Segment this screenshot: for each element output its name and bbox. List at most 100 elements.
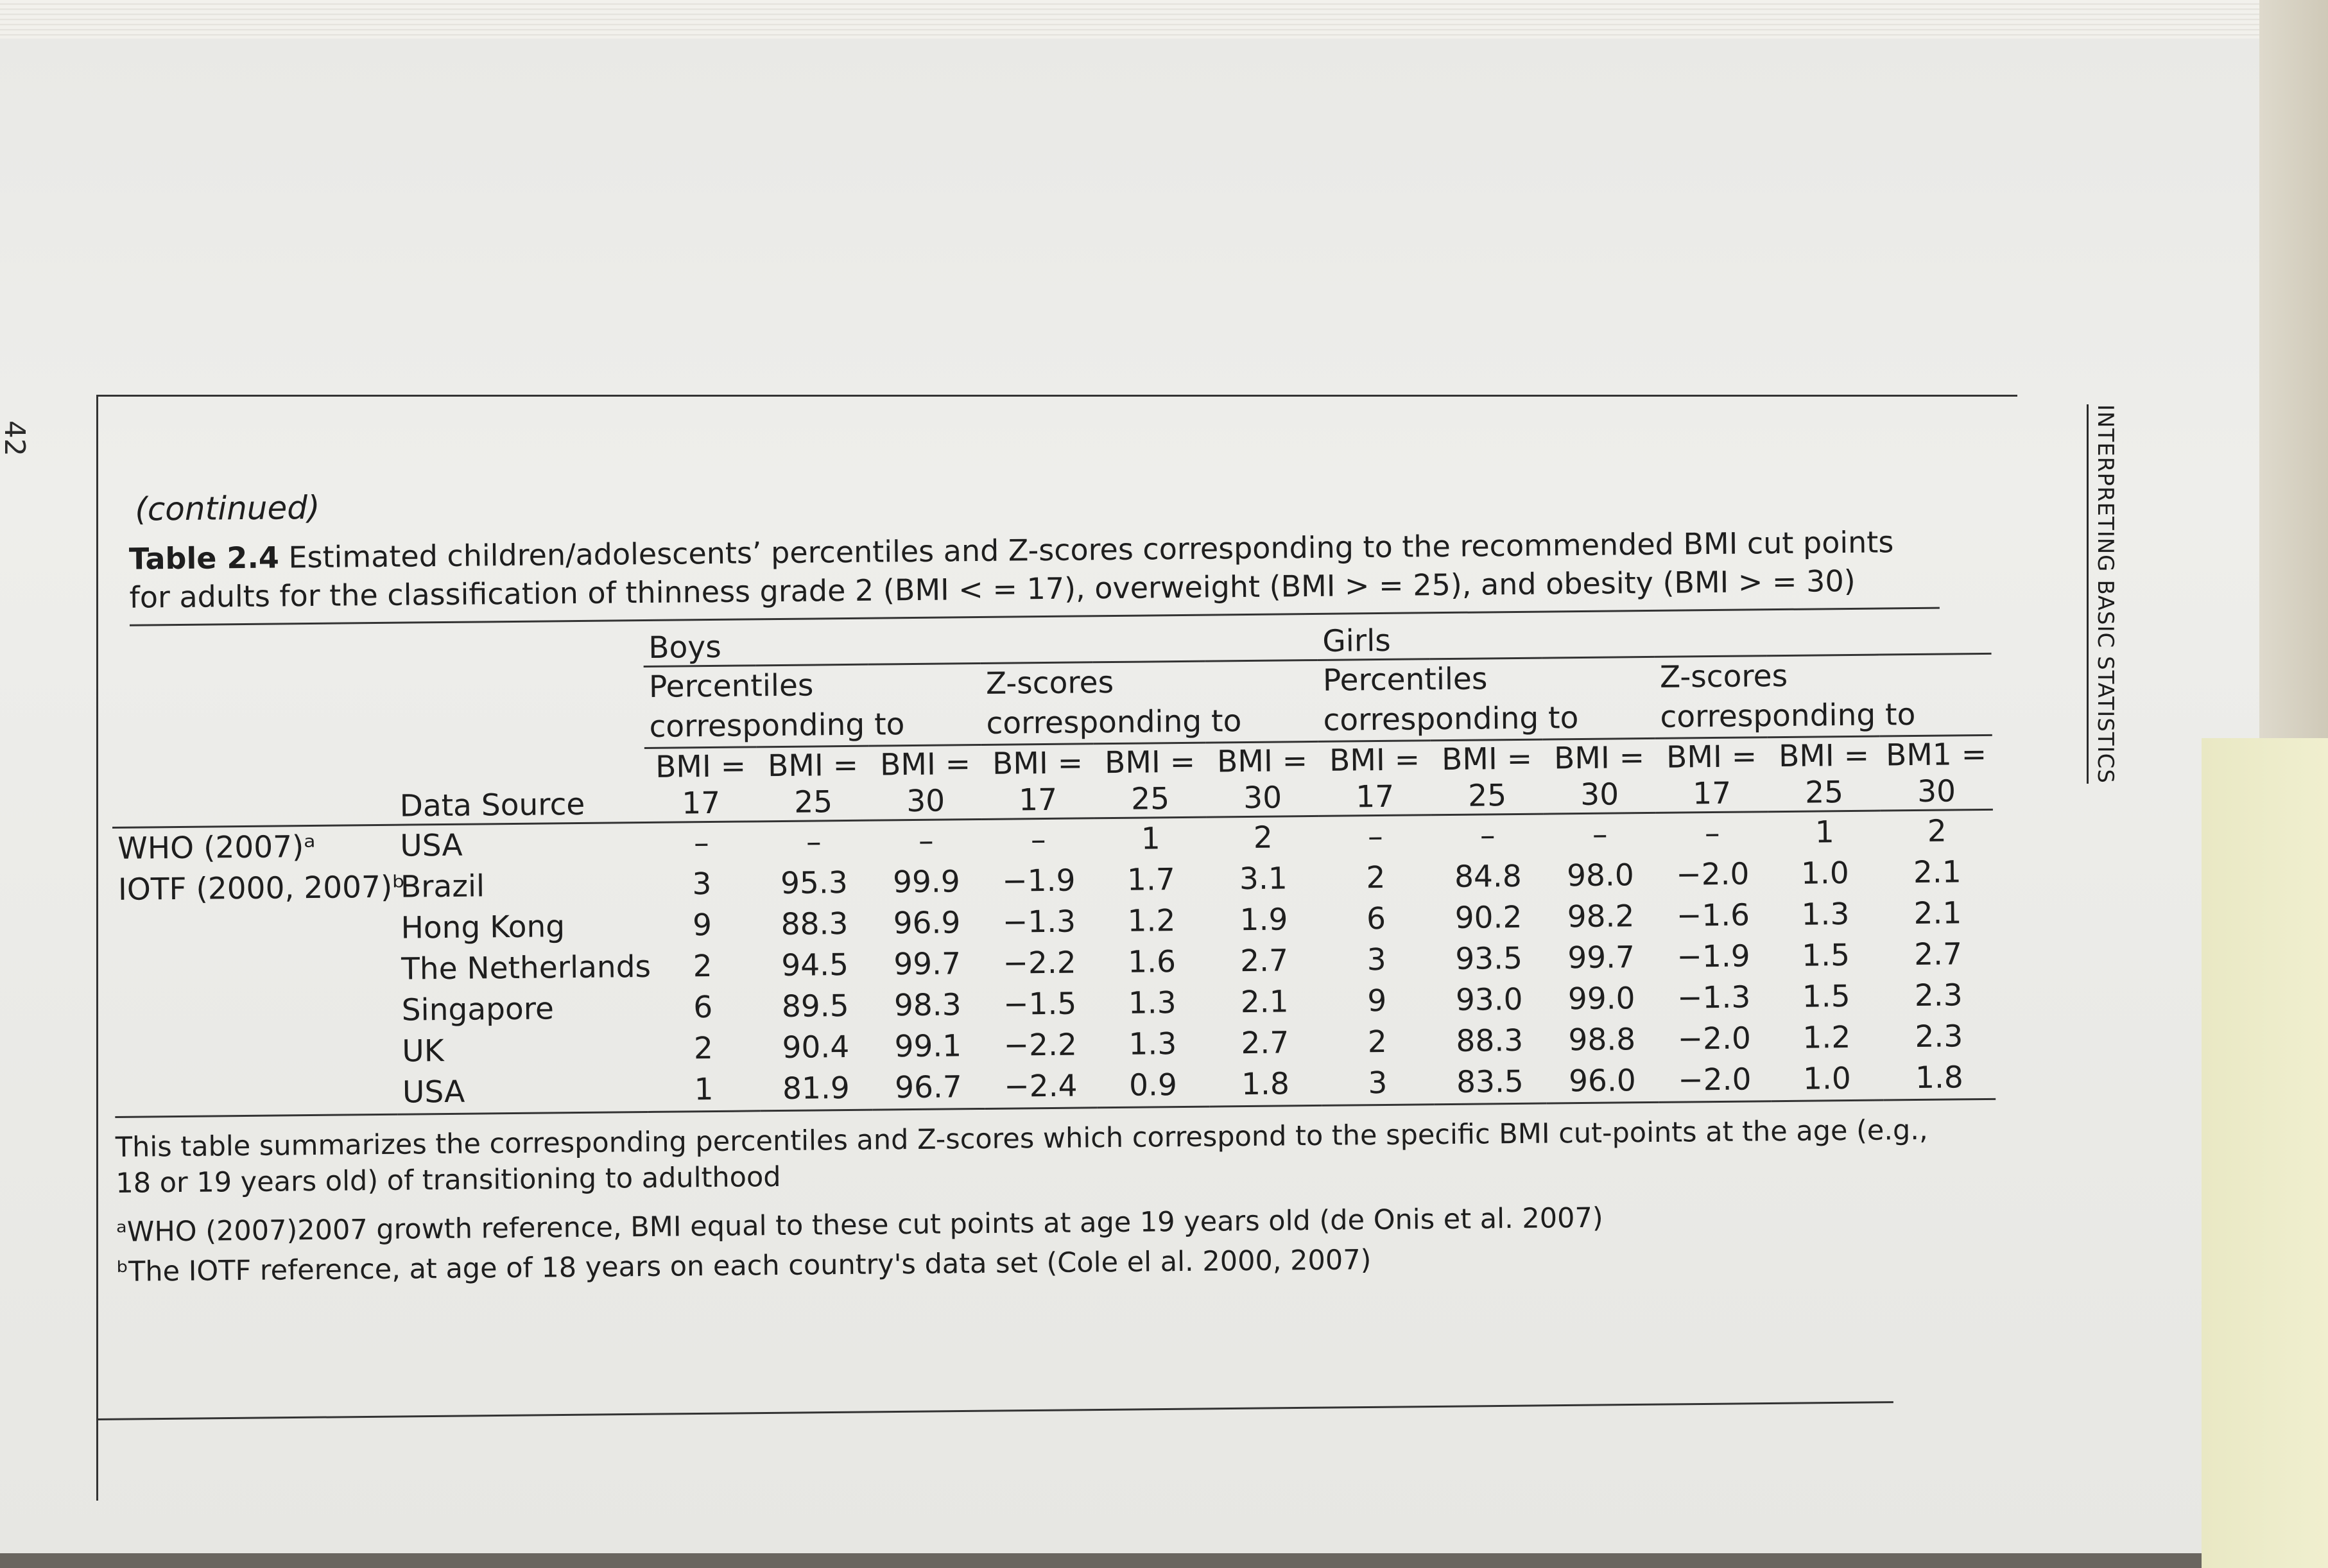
cut-value: 30	[1543, 776, 1656, 814]
value-cell: –	[1030, 822, 1046, 858]
value-cell: 2.3	[1914, 978, 1963, 1014]
value-cell: 2	[1927, 813, 1947, 849]
value-cell: 2.3	[1915, 1019, 1963, 1055]
value-cell: 2	[693, 949, 712, 985]
value-cell: 88.3	[780, 906, 849, 942]
value-cell: 88.3	[1456, 1022, 1524, 1059]
value-cell: 0.9	[1096, 1064, 1210, 1108]
cut-label: BMI =	[655, 748, 746, 785]
cut-value: 25	[1431, 777, 1544, 815]
page-number: 42	[0, 420, 31, 456]
boys-zscores-line-2: corresponding to	[986, 703, 1242, 741]
value-cell: −1.3	[1002, 904, 1076, 940]
data-source-cell: Hong Kong	[401, 909, 565, 946]
value-cell: –	[918, 823, 934, 859]
value-cell: −2.0	[1658, 1059, 1772, 1103]
value-cell: 1.2	[1127, 903, 1176, 939]
value-cell: 2	[1366, 859, 1386, 896]
cut-value: 30	[1880, 773, 1993, 811]
value-cell: −1.9	[1002, 863, 1076, 899]
cut-label: BMI =	[1553, 740, 1645, 777]
boys-header: Boys	[643, 623, 1318, 667]
value-cell: 1	[647, 1069, 761, 1112]
value-cell: −2.2	[1003, 945, 1076, 981]
value-cell: 1.3	[1128, 985, 1177, 1021]
value-cell: 99.0	[1567, 981, 1635, 1017]
cut-value: 30	[869, 782, 982, 821]
flyleaf	[2202, 738, 2328, 1568]
value-cell: 90.4	[782, 1029, 850, 1065]
value-cell: 2.1	[1913, 895, 1962, 932]
value-cell: –	[1704, 815, 1720, 852]
data-source-cell: Singapore	[401, 991, 555, 1028]
boys-zscores-header: Z-scores corresponding to	[980, 660, 1318, 745]
cut-label: BM1 =	[1885, 736, 1987, 773]
girls-zscores-line-2: corresponding to	[1660, 697, 1916, 735]
value-cell: 96.7	[872, 1066, 985, 1110]
value-cell: 1.0	[1770, 1058, 1884, 1101]
cut-value: 25	[1768, 774, 1881, 812]
value-cell: 99.1	[894, 1028, 962, 1065]
value-cell: 1.2	[1802, 1019, 1851, 1056]
reference-cell	[114, 1072, 398, 1117]
reference-cell	[114, 1031, 397, 1075]
running-head: INTERPRETING BASIC STATISTICS	[2087, 404, 2118, 784]
value-cell: 9	[692, 908, 712, 943]
value-cell: 1	[1141, 821, 1160, 857]
value-cell: 84.8	[1454, 858, 1522, 895]
cut-value: 17	[644, 785, 757, 823]
value-cell: 1.8	[1883, 1056, 1996, 1101]
cut-label: BMI =	[1441, 741, 1533, 778]
value-cell: 2	[693, 1031, 714, 1067]
cut-value: 17	[981, 782, 1094, 820]
value-cell: 3	[1367, 942, 1386, 978]
value-cell: 99.7	[893, 946, 961, 983]
value-cell: 2.1	[1240, 984, 1289, 1021]
table-summary-note: This table summarizes the corresponding …	[115, 1114, 1928, 1200]
value-cell: 96.0	[1546, 1060, 1659, 1104]
bmi-table: Boys Girls Percentiles corresponding to …	[110, 617, 1996, 1118]
girls-percentiles-line-1: Percentiles	[1322, 661, 1488, 698]
cut-label: BMI =	[767, 747, 859, 784]
value-cell: 98.8	[1568, 1022, 1636, 1058]
boys-percentiles-line-2: corresponding to	[649, 707, 905, 745]
value-cell: −2.0	[1677, 1021, 1752, 1057]
boys-percentiles-line-1: Percentiles	[648, 668, 814, 705]
value-cell: −1.6	[1676, 897, 1750, 934]
value-cell: 89.5	[781, 988, 849, 1024]
data-source-cell: Brazil	[400, 868, 485, 905]
value-cell: −1.9	[1677, 938, 1750, 975]
cut-label: BMI =	[1778, 737, 1870, 775]
table-number: Table 2.4	[128, 540, 280, 576]
cut-value: 17	[1318, 779, 1431, 816]
table-notes: This table summarizes the corresponding …	[116, 1112, 1946, 1290]
value-cell: 98.2	[1567, 899, 1635, 935]
value-cell: –	[1367, 818, 1383, 855]
boys-zscores-line-1: Z-scores	[985, 664, 1114, 702]
cut-label: BMI =	[1666, 739, 1757, 775]
value-cell: 1.3	[1801, 897, 1850, 933]
value-cell: 99.7	[1567, 940, 1635, 976]
value-cell: 2	[1253, 820, 1273, 856]
girls-zscores-header: Z-scores corresponding to	[1654, 653, 1992, 739]
value-cell: 94.5	[781, 947, 849, 983]
reference-cell	[113, 908, 396, 952]
cut-label: BMI =	[992, 745, 1083, 782]
value-cell: 2.7	[1913, 936, 1963, 973]
cut-label: BMI =	[1216, 743, 1308, 780]
cut-value: 25	[1094, 780, 1207, 818]
value-cell: –	[693, 825, 709, 861]
table-frame	[96, 395, 2017, 1501]
value-cell: −2.4	[984, 1065, 1098, 1109]
value-cell: 3	[1321, 1062, 1435, 1106]
data-source-cell: USA	[397, 1069, 648, 1115]
value-cell: 1.5	[1801, 938, 1850, 974]
value-cell: 81.9	[759, 1067, 873, 1111]
value-cell: 95.3	[780, 865, 849, 901]
value-cell: –	[806, 824, 822, 860]
table-block: (continued) Table 2.4 Estimated children…	[109, 473, 1996, 1293]
value-cell: 1	[1815, 814, 1834, 850]
data-source-header: Data Source	[394, 786, 645, 825]
value-cell: 93.5	[1455, 940, 1523, 977]
table-caption: Table 2.4 Estimated children/adolescents…	[128, 522, 1940, 626]
